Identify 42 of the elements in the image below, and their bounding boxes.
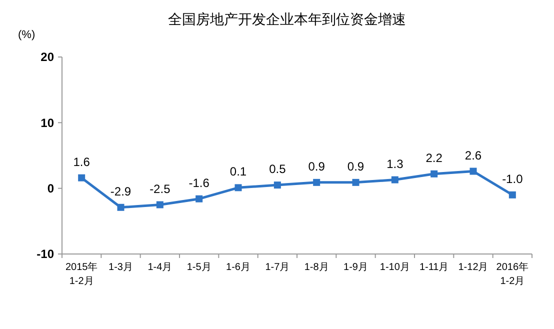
point [196, 195, 203, 202]
data-label: 1.3 [386, 156, 404, 171]
data-label: 2.2 [426, 150, 443, 165]
x-tick-label: 1-6月 [226, 262, 250, 273]
x-tick-label: 1-9月 [344, 262, 368, 273]
x-tick-label: 1-8月 [304, 262, 329, 273]
point [78, 174, 86, 182]
point [508, 191, 516, 198]
x-tick-label: 2015年 1-2月 [65, 261, 98, 287]
x-tick-label: 1-10月 [380, 262, 410, 273]
point [430, 170, 438, 178]
data-label: -1.0 [502, 172, 524, 186]
x-tick-label: 1-3月 [108, 262, 133, 273]
x-tick-label: 1-7月 [265, 262, 290, 273]
point [391, 176, 398, 184]
data-label: -2.9 [110, 184, 132, 198]
data-label: 1.6 [73, 154, 90, 169]
x-tick-label: 1-11月 [419, 262, 449, 273]
point [313, 178, 320, 186]
point [234, 184, 242, 192]
data-label: 2.6 [464, 148, 482, 162]
x-tick-label: 2016年 1-2月 [496, 261, 529, 287]
point [274, 182, 281, 189]
y-tick-label: -10 [36, 247, 54, 262]
data-label: 0.9 [347, 159, 364, 174]
y-tick-label: 0 [47, 182, 54, 196]
x-tick-label: 1-12月 [458, 262, 488, 273]
data-label: -1.6 [188, 176, 210, 190]
data-label: -2.5 [150, 182, 171, 196]
data-label: 0.9 [308, 159, 326, 174]
y-axis-title: (%) [18, 29, 36, 41]
data-label: 0.1 [230, 164, 247, 179]
data-label: 0.5 [269, 162, 286, 176]
x-tick-label: 1-4月 [148, 262, 172, 273]
chart-title: 全国房地产开发企业本年到位资金增速 [168, 11, 406, 27]
x-tick-label: 1-5月 [186, 262, 212, 273]
point [117, 204, 124, 211]
y-tick-label: 10 [40, 116, 54, 130]
point [470, 168, 477, 175]
point [352, 178, 360, 186]
point [156, 201, 164, 208]
y-tick-label: 20 [40, 50, 54, 64]
